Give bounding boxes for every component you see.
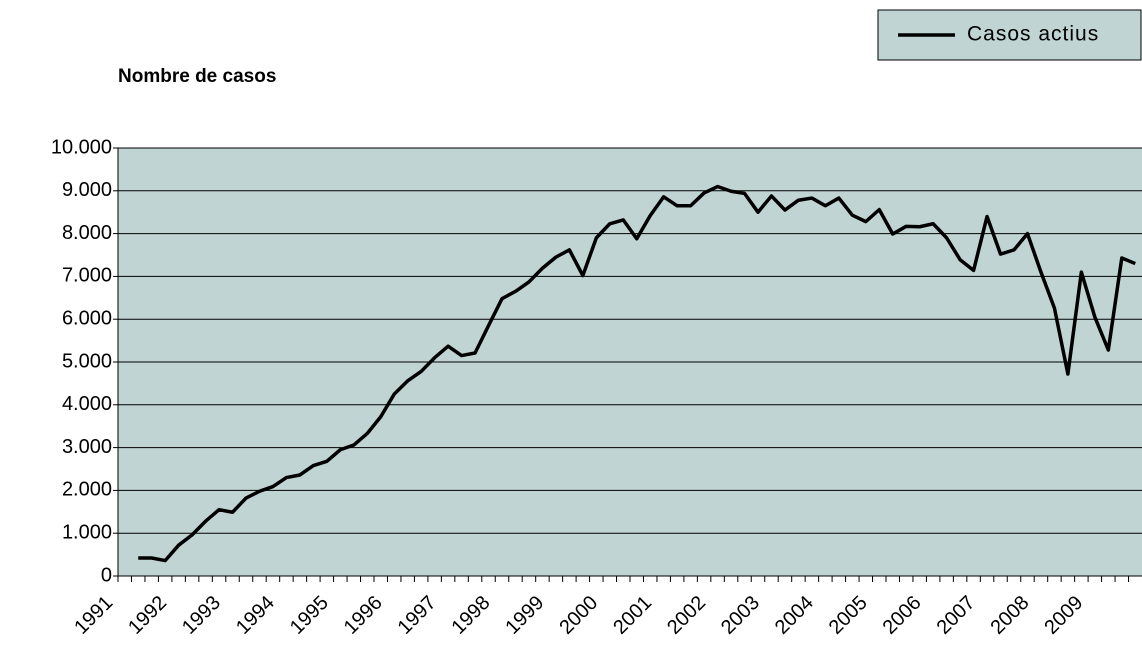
y-tick-label: 6.000 [62, 307, 112, 329]
x-tick-label: 2003 [717, 592, 764, 639]
y-tick-label: 4.000 [62, 393, 112, 415]
y-tick-label: 10.000 [51, 136, 112, 158]
legend-label: Casos actius [967, 23, 1099, 46]
x-tick-label: 1996 [340, 592, 387, 639]
x-tick-label: 1993 [178, 592, 225, 639]
y-tick-label: 7.000 [62, 265, 112, 287]
y-tick-label: 2.000 [62, 479, 112, 501]
y-axis-title: Nombre de casos [118, 66, 276, 87]
y-tick-label: 9.000 [62, 179, 112, 201]
x-tick-label: 2005 [825, 592, 872, 639]
y-tick-label: 0 [101, 564, 112, 586]
x-tick-label: 2000 [555, 592, 602, 639]
x-tick-label: 2001 [609, 592, 656, 639]
series-line [138, 184, 1136, 563]
y-tick-label: 3.000 [62, 436, 112, 458]
x-tick-label: 2008 [986, 592, 1033, 639]
y-tick-label: 5.000 [62, 350, 112, 372]
x-tick-label: 1998 [448, 592, 495, 639]
y-tick-label: 8.000 [62, 222, 112, 244]
x-tick-label: 2006 [879, 592, 926, 639]
x-tick-label: 1994 [232, 592, 279, 639]
x-tick-label: 2002 [663, 592, 710, 639]
x-tick-label: 1999 [501, 592, 548, 639]
x-tick-label: 2004 [771, 592, 818, 639]
y-tick-label: 1.000 [62, 521, 112, 543]
x-tick-label: 1997 [394, 592, 441, 639]
x-tick-label: 1991 [70, 592, 117, 639]
x-tick-label: 1995 [286, 592, 333, 639]
x-tick-label: 1992 [124, 592, 171, 639]
x-tick-label: 2009 [1040, 592, 1087, 639]
x-tick-label: 2007 [933, 592, 980, 639]
